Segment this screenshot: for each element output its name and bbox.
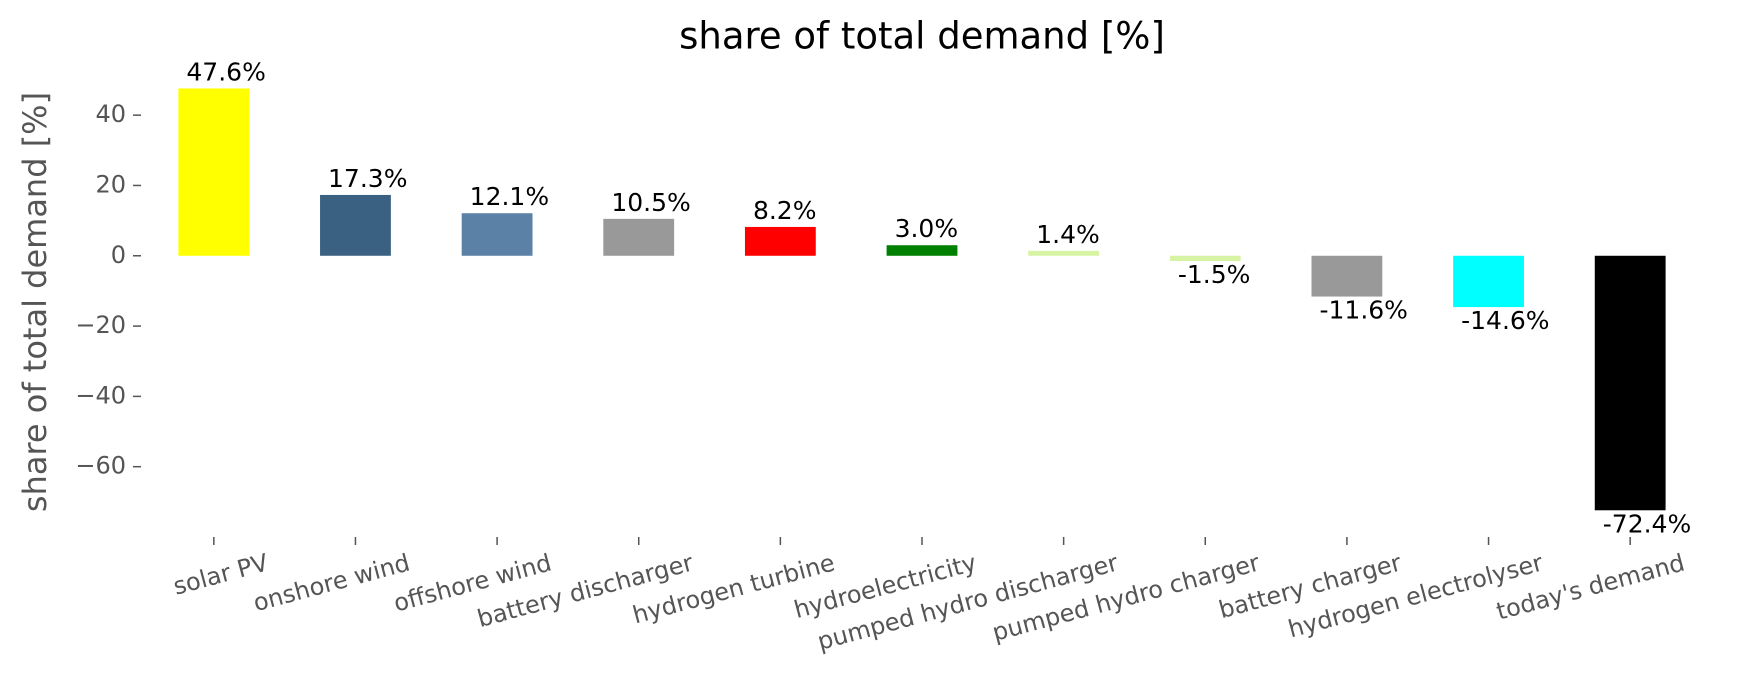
value-label: -14.6% [1461, 306, 1549, 335]
bar [1311, 255, 1383, 297]
value-label: 12.1% [470, 182, 549, 211]
bar [1453, 255, 1524, 308]
bar [1028, 250, 1100, 256]
bar [320, 194, 391, 256]
value-label: -72.4% [1603, 509, 1691, 538]
value-label: 1.4% [1036, 220, 1100, 249]
y-tick-label: −20 [75, 311, 126, 339]
value-label: 10.5% [611, 188, 690, 217]
y-tick-label: −60 [75, 452, 126, 480]
bar [461, 213, 533, 256]
value-label: 17.3% [328, 164, 407, 193]
value-label: 8.2% [753, 196, 817, 225]
value-label: -1.5% [1178, 260, 1251, 289]
y-tick-label: 40 [95, 100, 126, 128]
bar [178, 88, 250, 256]
bar [1594, 255, 1666, 511]
y-tick-label: 0 [111, 241, 126, 269]
value-label: 3.0% [895, 214, 959, 243]
value-label: 47.6% [186, 57, 265, 86]
y-tick-label: −40 [75, 381, 126, 409]
bar [744, 226, 816, 256]
bar [1169, 255, 1241, 262]
y-axis-label: share of total demand [%] [16, 92, 54, 512]
value-label: -11.6% [1320, 296, 1408, 325]
bar [886, 245, 958, 256]
y-tick-label: 20 [95, 170, 126, 198]
bar [603, 218, 675, 256]
x-tick-label: onshore wind [250, 549, 413, 618]
chart-title: share of total demand [%] [679, 15, 1165, 58]
